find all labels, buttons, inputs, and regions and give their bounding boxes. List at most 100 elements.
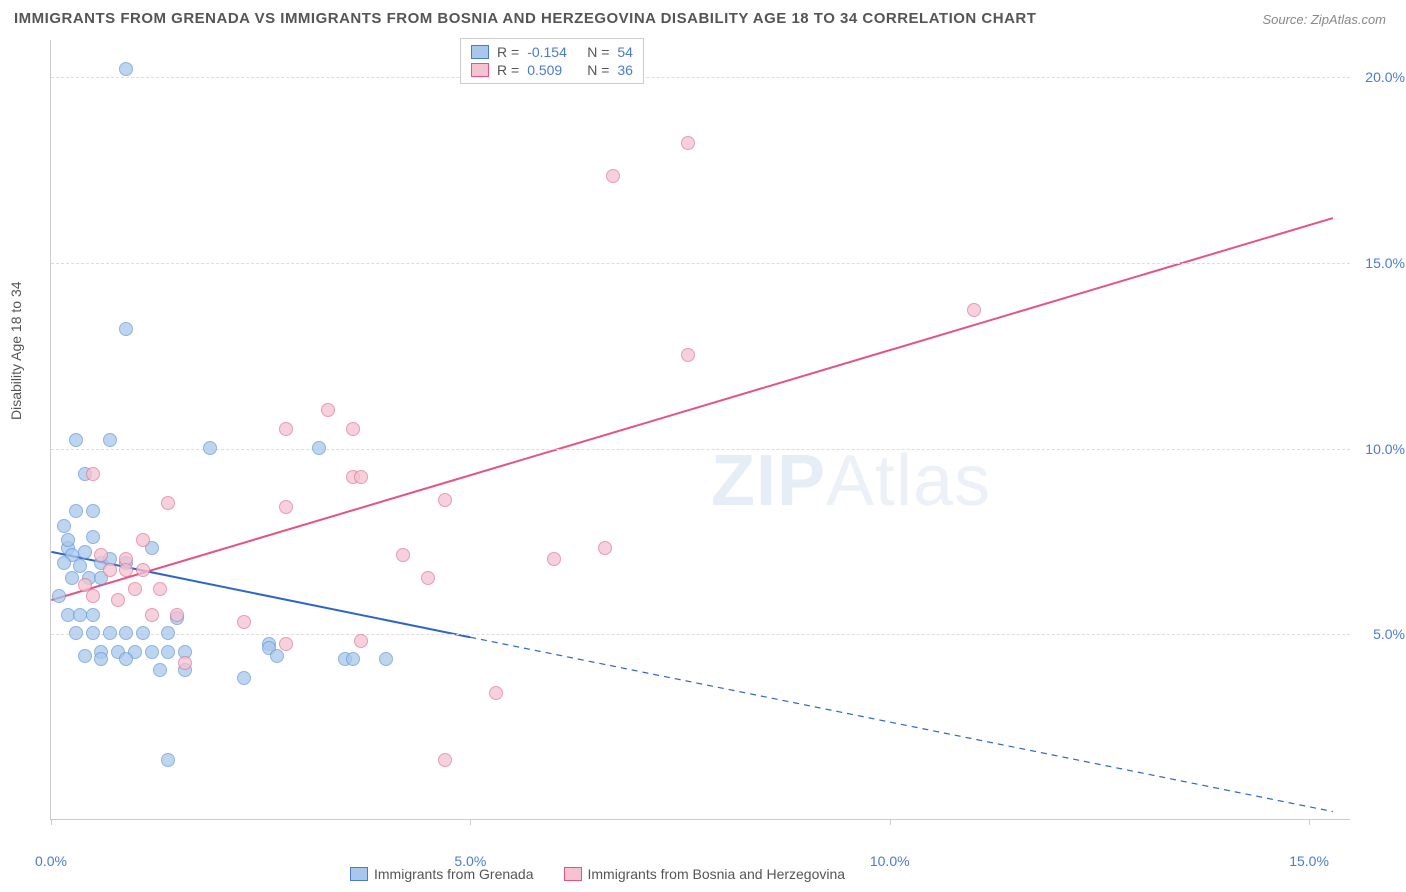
chart-plot-area: ZIPAtlas 5.0%10.0%15.0%20.0%0.0%5.0%10.0… xyxy=(50,40,1350,820)
data-point-grenada xyxy=(119,322,133,336)
y-tick-label: 20.0% xyxy=(1365,69,1405,85)
data-point-grenada xyxy=(103,626,117,640)
data-point-grenada xyxy=(136,626,150,640)
data-point-grenada xyxy=(78,649,92,663)
data-point-grenada xyxy=(57,556,71,570)
trend-line-dashed-grenada xyxy=(470,637,1333,811)
data-point-bosnia xyxy=(279,500,293,514)
data-point-bosnia xyxy=(111,593,125,607)
data-point-bosnia xyxy=(279,637,293,651)
legend-n-value: 54 xyxy=(617,44,633,60)
data-point-grenada xyxy=(61,533,75,547)
data-point-grenada xyxy=(86,530,100,544)
data-point-grenada xyxy=(312,441,326,455)
data-point-bosnia xyxy=(321,403,335,417)
x-tick xyxy=(890,819,891,825)
watermark-bold: ZIP xyxy=(711,441,826,521)
gridline xyxy=(51,263,1350,264)
data-point-bosnia xyxy=(354,634,368,648)
data-point-grenada xyxy=(86,626,100,640)
data-point-grenada xyxy=(94,652,108,666)
x-tick xyxy=(470,819,471,825)
legend-swatch xyxy=(564,867,582,881)
legend-series: Immigrants from Grenada Immigrants from B… xyxy=(350,866,845,882)
data-point-grenada xyxy=(237,671,251,685)
data-point-bosnia xyxy=(438,753,452,767)
legend-series-label: Immigrants from Bosnia and Herzegovina xyxy=(588,866,846,882)
data-point-grenada xyxy=(161,753,175,767)
data-point-grenada xyxy=(69,433,83,447)
x-tick xyxy=(1309,819,1310,825)
legend-swatch xyxy=(471,45,489,59)
x-tick-label: 0.0% xyxy=(35,853,67,869)
y-tick-label: 5.0% xyxy=(1373,626,1405,642)
legend-stats-box: R = -0.154 N = 54 R = 0.509 N = 36 xyxy=(460,38,644,84)
watermark: ZIPAtlas xyxy=(711,440,991,522)
data-point-bosnia xyxy=(119,563,133,577)
legend-n-label: N = xyxy=(587,44,609,60)
data-point-bosnia xyxy=(421,571,435,585)
data-point-grenada xyxy=(153,663,167,677)
data-point-grenada xyxy=(379,652,393,666)
chart-title: IMMIGRANTS FROM GRENADA VS IMMIGRANTS FR… xyxy=(14,10,1036,27)
legend-series-item: Immigrants from Bosnia and Herzegovina xyxy=(564,866,846,882)
trend-line-bosnia xyxy=(51,218,1333,600)
data-point-bosnia xyxy=(967,303,981,317)
data-point-bosnia xyxy=(86,467,100,481)
legend-swatch xyxy=(471,63,489,77)
data-point-grenada xyxy=(119,652,133,666)
data-point-bosnia xyxy=(103,563,117,577)
trend-lines-layer xyxy=(51,40,1350,819)
legend-n-label: N = xyxy=(587,62,609,78)
legend-r-label: R = xyxy=(497,62,519,78)
data-point-grenada xyxy=(161,645,175,659)
x-tick-label: 15.0% xyxy=(1289,853,1329,869)
data-point-bosnia xyxy=(279,422,293,436)
data-point-bosnia xyxy=(136,533,150,547)
data-point-bosnia xyxy=(153,582,167,596)
data-point-bosnia xyxy=(396,548,410,562)
data-point-grenada xyxy=(69,626,83,640)
source-attribution: Source: ZipAtlas.com xyxy=(1262,12,1386,27)
data-point-bosnia xyxy=(237,615,251,629)
data-point-grenada xyxy=(86,608,100,622)
data-point-bosnia xyxy=(354,470,368,484)
data-point-bosnia xyxy=(489,686,503,700)
legend-swatch xyxy=(350,867,368,881)
y-tick-label: 10.0% xyxy=(1365,441,1405,457)
data-point-grenada xyxy=(119,62,133,76)
legend-stats-row: R = 0.509 N = 36 xyxy=(471,61,633,79)
data-point-grenada xyxy=(69,504,83,518)
data-point-grenada xyxy=(119,626,133,640)
data-point-bosnia xyxy=(438,493,452,507)
x-tick-label: 10.0% xyxy=(870,853,910,869)
data-point-grenada xyxy=(346,652,360,666)
data-point-bosnia xyxy=(94,548,108,562)
data-point-bosnia xyxy=(346,422,360,436)
data-point-bosnia xyxy=(145,608,159,622)
y-tick-label: 15.0% xyxy=(1365,255,1405,271)
gridline xyxy=(51,449,1350,450)
x-tick xyxy=(51,819,52,825)
legend-stats-row: R = -0.154 N = 54 xyxy=(471,43,633,61)
y-axis-label: Disability Age 18 to 34 xyxy=(8,281,24,420)
data-point-grenada xyxy=(161,626,175,640)
data-point-bosnia xyxy=(681,348,695,362)
legend-r-value: -0.154 xyxy=(527,44,579,60)
legend-r-label: R = xyxy=(497,44,519,60)
watermark-thin: Atlas xyxy=(826,441,991,521)
data-point-bosnia xyxy=(128,582,142,596)
data-point-bosnia xyxy=(598,541,612,555)
legend-r-value: 0.509 xyxy=(527,62,579,78)
gridline xyxy=(51,634,1350,635)
legend-series-label: Immigrants from Grenada xyxy=(374,866,534,882)
data-point-bosnia xyxy=(170,608,184,622)
legend-series-item: Immigrants from Grenada xyxy=(350,866,534,882)
data-point-grenada xyxy=(52,589,66,603)
legend-n-value: 36 xyxy=(617,62,633,78)
data-point-grenada xyxy=(57,519,71,533)
data-point-grenada xyxy=(103,433,117,447)
data-point-grenada xyxy=(86,504,100,518)
data-point-bosnia xyxy=(161,496,175,510)
data-point-grenada xyxy=(78,545,92,559)
